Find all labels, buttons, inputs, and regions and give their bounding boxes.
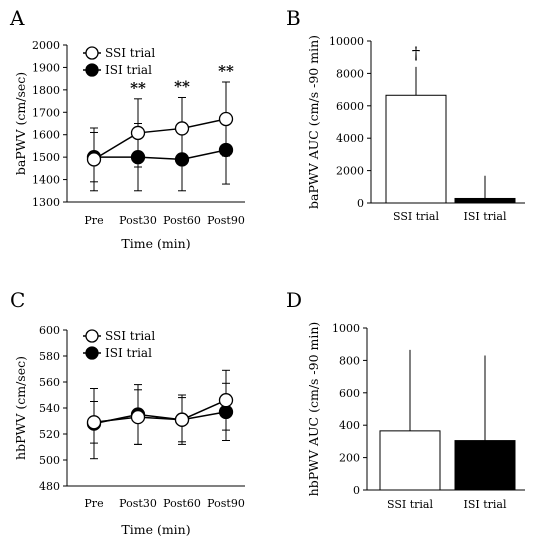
panel-c: C 480 500 520 540 560 580 600 hbPWV (cm/sec) Pre P… <box>10 288 245 537</box>
panel-letter: D <box>286 288 302 312</box>
y-tick-label: 4000 <box>336 132 364 145</box>
x-tick-label: Pre <box>84 214 103 227</box>
data-point <box>174 121 190 136</box>
x-axis-title: Time (min) <box>121 236 190 251</box>
y-tick-label: 1800 <box>32 84 60 97</box>
y-tick-label: 560 <box>39 376 60 389</box>
bar <box>379 430 441 491</box>
legend-item: ISI trial <box>83 346 152 360</box>
legend-label: ISI trial <box>105 346 152 360</box>
x-tick-label: Pre <box>84 497 103 510</box>
y-tick-label: 540 <box>39 402 60 415</box>
y-tick-label: 6000 <box>336 100 364 113</box>
series-ssi <box>86 81 234 192</box>
legend-label: ISI trial <box>105 63 152 77</box>
x-axis-title: Time (min) <box>121 522 190 537</box>
x-tick-label: SSI trial <box>393 210 439 223</box>
y-axis-title: baPWV (cm/sec) <box>13 72 28 175</box>
y-tick-label: 2000 <box>32 39 60 52</box>
x-tick-label: ISI trial <box>464 210 507 223</box>
panel-letter: A <box>9 6 25 30</box>
data-point <box>218 393 234 408</box>
legend-marker <box>85 63 99 77</box>
y-tick-label: 600 <box>39 324 60 337</box>
data-point <box>174 412 190 427</box>
y-tick-label: 580 <box>39 350 60 363</box>
significance-mark: ** <box>218 62 234 80</box>
y-tick-label: 800 <box>339 354 360 367</box>
series-line <box>93 118 227 161</box>
series-ssi <box>86 369 234 445</box>
significance-mark: ** <box>130 79 146 97</box>
y-tick-label: 400 <box>339 419 360 432</box>
data-point <box>130 125 146 141</box>
x-tick-label: ISI trial <box>464 498 507 511</box>
y-tick-label: 10000 <box>329 35 364 48</box>
bar <box>385 94 447 204</box>
y-tick-label: 1700 <box>32 106 60 119</box>
y-tick-label: 600 <box>339 387 360 400</box>
x-tick-label: Post30 <box>119 497 157 510</box>
y-axis-title: baPWV AUC (cm/s -90 min) <box>306 35 321 209</box>
panel-letter: B <box>286 6 301 30</box>
panel-a: A 1300 1400 1500 1600 1700 1800 1900 2000 baPWV (… <box>9 6 245 251</box>
x-tick-label: SSI trial <box>387 498 433 511</box>
panel-d: D 0 200 400 600 800 1000 hbPWV AUC (cm/s -90 mi… <box>286 288 525 511</box>
significance-mark: ** <box>174 77 190 95</box>
legend-label: SSI trial <box>105 46 155 60</box>
y-tick-label: 1600 <box>32 129 60 142</box>
y-tick-label: 200 <box>339 452 360 465</box>
y-tick-label: 1400 <box>32 174 60 187</box>
series-line <box>94 149 227 161</box>
y-tick-label: 520 <box>39 428 60 441</box>
data-point <box>130 409 146 425</box>
data-point <box>218 111 234 127</box>
legend-marker <box>85 346 99 360</box>
y-tick-label: 0 <box>357 197 364 210</box>
y-tick-label: 8000 <box>336 67 364 80</box>
x-tick-label: Post60 <box>163 497 201 510</box>
y-tick-label: 1300 <box>32 196 60 209</box>
y-tick-label: 2000 <box>336 165 364 178</box>
y-tick-label: 1500 <box>32 151 60 164</box>
y-tick-label: 1000 <box>332 322 360 335</box>
y-axis-title: hbPWV (cm/sec) <box>13 356 28 460</box>
legend-marker <box>85 329 99 343</box>
significance-mark: † <box>412 44 421 64</box>
legend-item: SSI trial <box>83 329 155 343</box>
panel-letter: C <box>10 288 25 312</box>
bar <box>454 440 516 491</box>
x-tick-label: Post60 <box>163 214 201 227</box>
legend-item: SSI trial <box>83 46 155 60</box>
x-tick-label: Post30 <box>119 214 157 227</box>
panel-b: B 0 2000 4000 6000 8000 10000 baPWV AUC (cm/s -… <box>286 6 525 223</box>
series-isi <box>86 115 234 192</box>
series-line <box>93 399 227 424</box>
y-tick-label: 480 <box>39 480 60 493</box>
x-tick-label: Post90 <box>207 214 245 227</box>
y-tick-label: 500 <box>39 454 60 467</box>
y-tick-label: 0 <box>353 484 360 497</box>
y-tick-label: 1900 <box>32 61 60 74</box>
x-tick-label: Post90 <box>207 497 245 510</box>
legend-marker <box>85 46 99 60</box>
bar <box>454 197 516 204</box>
legend-item: ISI trial <box>83 63 152 77</box>
y-axis-title: hbPWV AUC (cm/s -90 min) <box>306 322 321 497</box>
legend-label: SSI trial <box>105 329 155 343</box>
data-point <box>86 152 102 167</box>
data-point <box>86 415 102 430</box>
